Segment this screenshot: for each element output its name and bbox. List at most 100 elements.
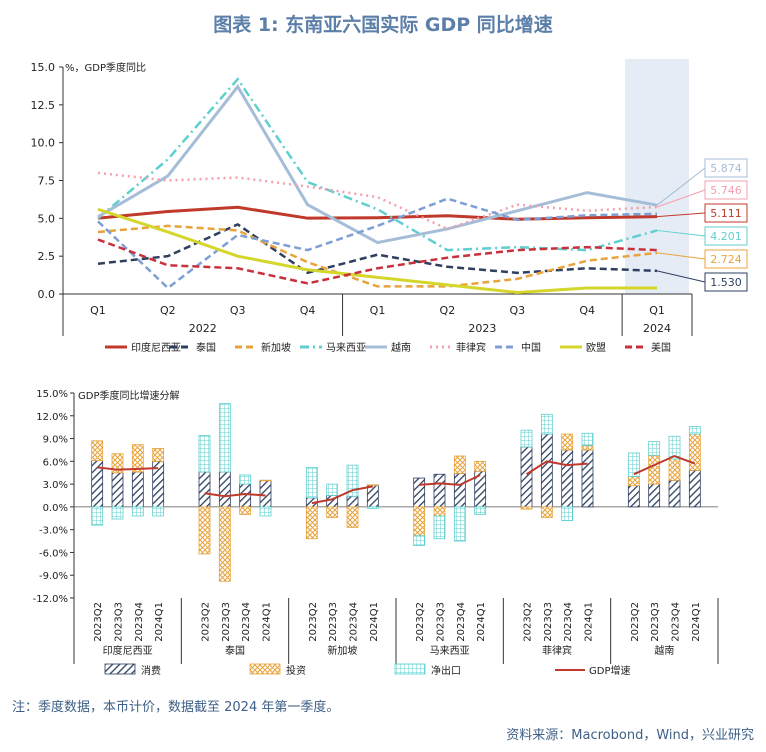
- bar-消费: [433, 473, 446, 508]
- end-label-leader: [656, 270, 706, 283]
- bar-消费: [627, 485, 640, 508]
- legend-label: 净出口: [431, 664, 461, 677]
- forecast-shade: [625, 59, 689, 294]
- period-label: 2023Q3: [650, 602, 661, 642]
- legend-label: 菲律宾: [456, 341, 486, 354]
- footnote: 注：季度数据，本币计价，数据截至 2024 年第一季度。: [12, 700, 340, 715]
- legend-label: 投资: [286, 664, 306, 677]
- period-label: 2023Q2: [93, 602, 104, 642]
- y-tick-label: 3.0%: [43, 480, 68, 491]
- bar-净出口: [111, 506, 124, 520]
- period-label: 2023Q4: [456, 602, 467, 642]
- period-label: 2024Q1: [691, 602, 702, 642]
- gdp-line: [525, 460, 588, 476]
- period-label: 2023Q4: [671, 602, 682, 642]
- bar-净出口: [346, 464, 359, 497]
- bar-净出口: [152, 506, 165, 517]
- legend-label: 越南: [391, 341, 411, 354]
- bar-净出口: [218, 403, 231, 473]
- legend-label: 新加坡: [261, 341, 291, 354]
- period-label: 2024Q1: [369, 602, 380, 642]
- end-label-leader: [656, 252, 706, 260]
- end-label-box: [704, 180, 748, 200]
- y-tick-label: 15.0: [31, 61, 56, 74]
- end-label-box: [704, 158, 748, 178]
- bar-净出口: [326, 483, 339, 496]
- y-tick-label: 0.0: [38, 288, 56, 301]
- bar-投资: [453, 455, 466, 474]
- year-label: 2024: [643, 322, 671, 335]
- bar-消费: [540, 433, 553, 508]
- y-tick-label: 2.5: [38, 250, 56, 263]
- gdp-line: [311, 485, 374, 505]
- end-label-box: [704, 272, 748, 292]
- bar-投资: [239, 506, 252, 515]
- country-label: 泰国: [225, 644, 245, 657]
- country-label: 马来西亚: [430, 645, 470, 657]
- country-label: 越南: [654, 644, 674, 657]
- y-tick-label: 5.0: [38, 212, 56, 225]
- bar-净出口: [627, 452, 640, 477]
- period-label: 2024Q1: [476, 602, 487, 642]
- bar-投资: [540, 506, 553, 518]
- period-label: 2023Q4: [563, 602, 574, 642]
- gdp-line-chart: 0.0 2.5 5.0 7.5 10.0 12.5 15.0 %，GDP季度同比 Q1 Q2 Q3 Q…: [31, 59, 748, 354]
- bar-消费: [581, 449, 594, 508]
- series-line-越南: [97, 84, 658, 245]
- bar-消费: [198, 471, 211, 508]
- bar-消费: [413, 477, 426, 508]
- legend-label: 中国: [521, 341, 541, 354]
- bar-净出口: [540, 413, 553, 435]
- x-tick-label: Q2: [440, 304, 456, 317]
- bar-消费: [218, 471, 231, 508]
- bar-投资: [648, 454, 661, 485]
- y-tick-label: 12.0%: [36, 412, 68, 423]
- gdp-decomposition-chart: -12.0% -9.0% -6.0% -3.0% 0.0% 3.0% 6.0% 9.0% 12.…: [33, 389, 719, 677]
- source-note: 资料来源：Macrobond，Wind，兴业研究: [506, 728, 754, 743]
- bar-消费: [346, 495, 359, 508]
- x-tick-label: Q3: [509, 304, 525, 317]
- end-label-leader: [656, 229, 706, 237]
- end-label-box: [704, 249, 748, 269]
- period-label: 2024Q1: [154, 602, 165, 642]
- bar-净出口: [198, 435, 211, 473]
- bar-净出口: [91, 506, 104, 526]
- bar-消费: [520, 446, 533, 508]
- bar-投资: [346, 506, 359, 528]
- bar-净出口: [688, 426, 701, 435]
- bar-投资: [198, 506, 211, 555]
- x-tick-label: Q4: [579, 304, 595, 317]
- bar-净出口: [581, 432, 594, 446]
- end-label-box: [704, 203, 748, 223]
- bar-净出口: [305, 467, 318, 499]
- x-tick-label: Q2: [160, 304, 176, 317]
- series-line-印度尼西亚: [97, 205, 658, 221]
- series-line-新加坡: [97, 224, 658, 288]
- period-label: 2023Q2: [201, 602, 212, 642]
- legend-swatch: [249, 663, 281, 675]
- bar-投资: [561, 433, 574, 451]
- bar-消费: [453, 473, 466, 508]
- period-label: 2023Q2: [415, 602, 426, 642]
- period-label: 2023Q4: [241, 602, 252, 642]
- bar-投资: [433, 506, 446, 517]
- legend-label: 泰国: [196, 341, 216, 354]
- bar-消费: [648, 483, 661, 508]
- bar-净出口: [413, 535, 426, 547]
- bar-净出口: [474, 506, 487, 515]
- gdp-line: [419, 474, 481, 486]
- end-label-leader: [656, 189, 706, 208]
- gdp-line: [97, 466, 159, 471]
- series-line-马来西亚: [97, 77, 658, 252]
- year-label: 2023: [468, 322, 496, 335]
- bar-投资: [520, 506, 533, 510]
- period-label: 2023Q4: [134, 602, 145, 642]
- series-line-菲律宾: [97, 171, 658, 231]
- figure-title: 图表 1: 东南亚六国实际 GDP 同比增速: [213, 14, 553, 36]
- bar-净出口: [131, 506, 144, 517]
- end-label-leader: [657, 212, 706, 218]
- series-line-中国: [97, 197, 658, 290]
- year-label: 2022: [189, 322, 217, 335]
- bar-消费: [131, 471, 144, 508]
- bar-消费: [366, 484, 379, 508]
